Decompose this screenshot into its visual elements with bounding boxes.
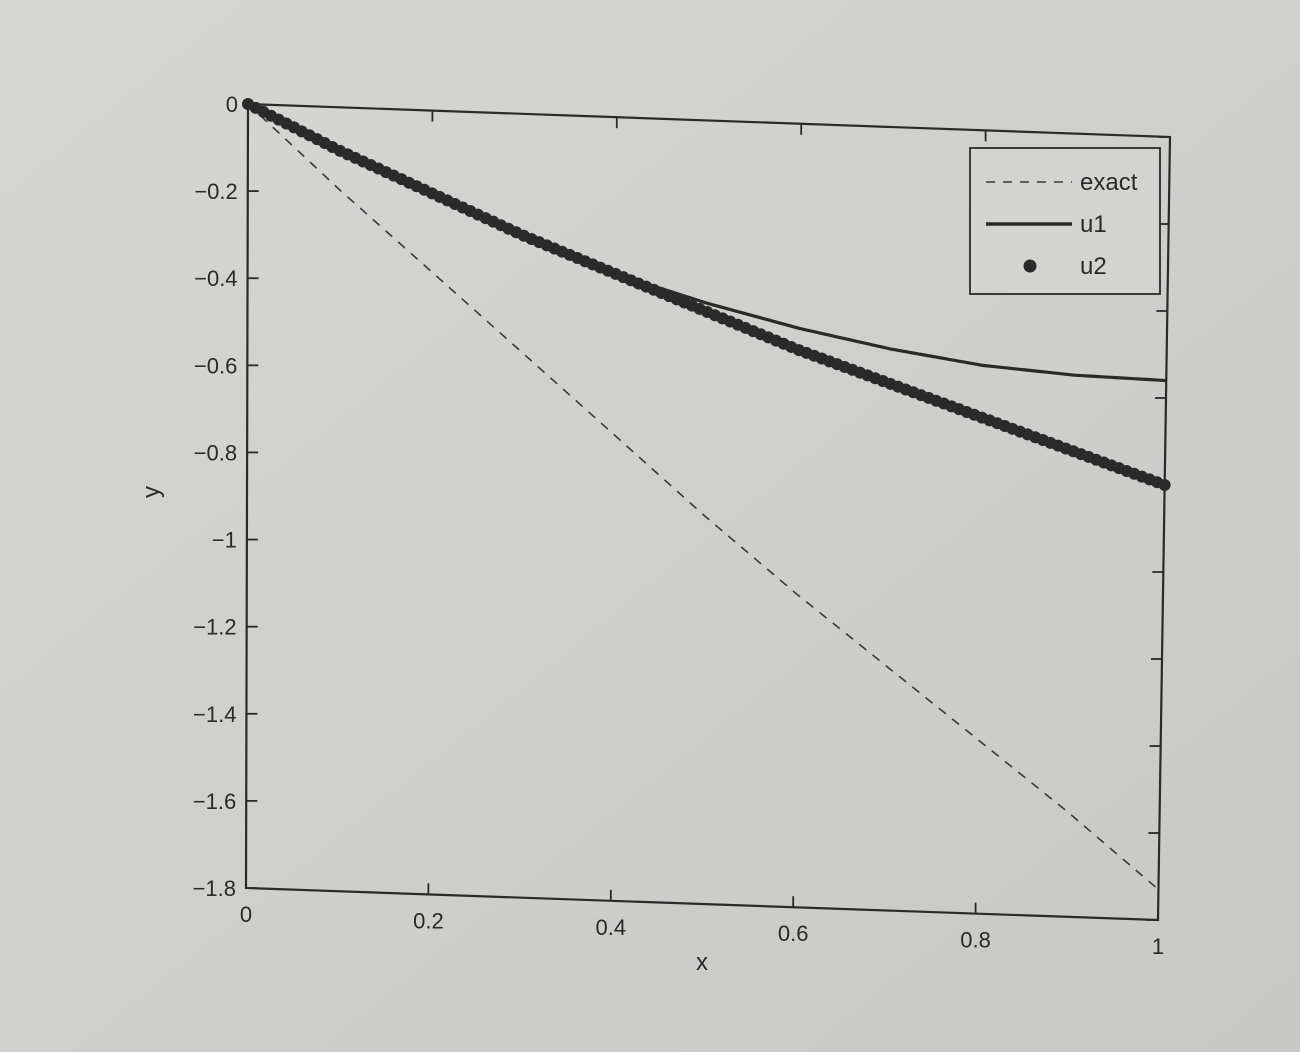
y-axis-label: y	[138, 486, 165, 498]
legend-item-u2: u2	[1023, 253, 1107, 280]
x-tick-label: 1	[1152, 934, 1164, 959]
y-tick-label: −0.8	[194, 440, 237, 465]
y-tick-label: −0.6	[194, 353, 237, 378]
plot-area: 0 0.2 0.4 0.6 0.8 1 0 −0.2 −0.4 −0.6 −0.8 −1 −1.2 −1.…	[138, 92, 1172, 976]
series-layer	[242, 98, 1171, 891]
legend-label-u1: u1	[1080, 211, 1107, 238]
legend-label-u2: u2	[1080, 253, 1107, 280]
line-exact	[247, 103, 1159, 891]
x-axis-label: x	[696, 949, 708, 976]
x-tick-label: 0	[240, 902, 252, 927]
legend-swatch-u2	[1023, 259, 1037, 273]
y-tick-label: −1.4	[193, 702, 236, 727]
y-tick-label: −1.8	[193, 876, 236, 901]
y-tick-label: −1	[212, 528, 237, 553]
ticks-layer	[245, 103, 1171, 921]
legend-box	[969, 147, 1161, 295]
y-tick-label: −0.2	[194, 179, 237, 204]
x-tick-label: 0.4	[596, 915, 627, 940]
y-tick-label: 0	[226, 92, 238, 117]
x-tick-label: 0.2	[413, 908, 444, 933]
legend: exact u1 u2	[969, 147, 1161, 295]
legend-item-exact: exact	[986, 169, 1138, 196]
y-tick-label: −0.4	[194, 266, 237, 291]
x-tick-label: 0.6	[778, 921, 809, 946]
tick-labels-layer: 0 0.2 0.4 0.6 0.8 1 0 −0.2 −0.4 −0.6 −0.8 −1 −1.2 −1.…	[193, 92, 1165, 959]
y-tick-label: −1.6	[193, 789, 236, 814]
series-u2	[242, 98, 1171, 491]
y-tick-label: −1.2	[193, 615, 236, 640]
series-exact	[247, 103, 1159, 891]
legend-label-exact: exact	[1080, 169, 1138, 196]
legend-item-u1: u1	[986, 211, 1107, 238]
x-tick-label: 0.8	[960, 928, 991, 953]
